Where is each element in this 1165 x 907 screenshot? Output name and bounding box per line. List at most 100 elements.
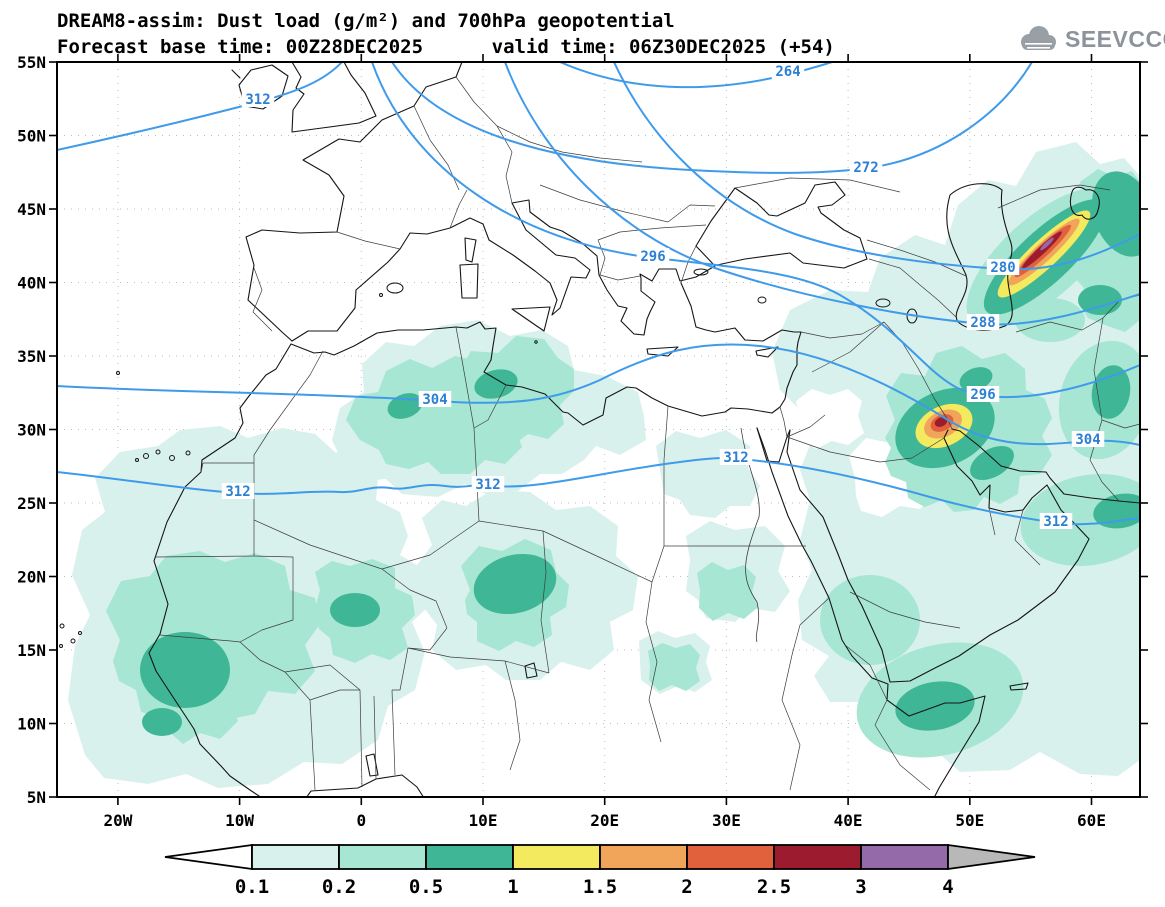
nile-river <box>740 427 760 643</box>
contour-label: 288 <box>970 315 995 331</box>
colorbar-tick-label: 0.1 <box>235 876 269 898</box>
coastlines-shape <box>756 427 791 463</box>
colorbar-segment <box>599 844 688 870</box>
dust-layer-3 <box>1040 237 1054 251</box>
coastlines-shape <box>511 306 551 332</box>
contour-label-bg <box>1039 513 1073 529</box>
lon-label: 30E <box>712 811 741 830</box>
country-borders-shape <box>781 597 931 791</box>
colorbar-segment <box>686 844 775 870</box>
cloud-icon-shape <box>1027 47 1050 49</box>
coastlines-shape <box>693 268 709 276</box>
colorbar-tick-label: 2 <box>681 876 692 898</box>
coastlines-shape <box>291 199 716 342</box>
coastlines-shape <box>875 298 891 308</box>
lat-label: 10N <box>17 715 46 734</box>
contour-label: 304 <box>1075 432 1100 448</box>
coastlines-shape <box>231 69 241 79</box>
colorbar-segment <box>338 844 427 870</box>
lon-label: 50E <box>955 811 984 830</box>
dust-layer-0p5-shape <box>473 553 557 615</box>
coastlines-shape <box>70 638 76 644</box>
lon-label: 20E <box>590 811 619 830</box>
geopotential-contours-shape <box>504 62 1140 326</box>
colorbar-segment <box>773 844 862 870</box>
dust-layer-0p5-shape <box>959 367 993 391</box>
dust-layer-0p5-shape <box>474 369 518 399</box>
coastlines-shape <box>386 282 404 294</box>
dust-layer-0p2-shape <box>820 575 920 665</box>
coastlines-shape <box>459 263 479 299</box>
coastlines-shape <box>755 346 779 358</box>
contour-label-bg <box>719 449 753 465</box>
lat-label: 50N <box>17 127 46 146</box>
coastlines-shape <box>291 62 377 133</box>
coastlines-shape <box>1009 682 1029 691</box>
contour-labels: 312 264 272 296 280 288 296 304 304 312 312 312 312 <box>221 63 1105 530</box>
dust-layer-0p5-shape <box>330 593 380 627</box>
logo-text: SEEVCCC <box>1065 25 1165 52</box>
contour-label-bg <box>418 391 452 407</box>
contour-label: 304 <box>422 392 447 408</box>
map-canvas-shape <box>57 62 1140 797</box>
coastlines-shape <box>379 293 383 297</box>
colorbar-segment <box>251 844 340 870</box>
contour-label-bg <box>636 248 670 264</box>
cloud-icon <box>1021 26 1056 50</box>
contour-label-bg <box>1071 431 1105 447</box>
contour-label-bg <box>966 386 1000 402</box>
contour-label: 312 <box>245 92 270 108</box>
axis-labels: 55N 50N 45N 40N 35N 30N 25N 20N 15N 10N 5N 20W 10W 0 1… <box>17 53 1106 830</box>
contour-label: 296 <box>970 387 995 403</box>
lat-label: 5N <box>27 788 46 807</box>
coastlines-shape <box>155 449 161 455</box>
lon-label: 10E <box>469 811 498 830</box>
lon-label: 40E <box>834 811 863 830</box>
coastlines-shape <box>185 450 191 456</box>
seevccc-logo: SEEVCCC <box>1016 24 1165 54</box>
contour-label: 312 <box>723 450 748 466</box>
coastlines-shape <box>59 644 63 648</box>
coastlines-shape <box>464 237 477 263</box>
country-borders <box>155 76 1140 791</box>
chart-subtitle: Forecast base time: 00Z28DEC2025 valid t… <box>57 36 835 58</box>
coastlines-shape <box>946 183 1013 331</box>
coastlines-shape <box>116 371 120 375</box>
country-borders-shape <box>779 321 1041 629</box>
lat-label: 35N <box>17 347 46 366</box>
lon-label: 10W <box>225 811 254 830</box>
dust-layer-0p5-shape <box>970 445 1014 481</box>
dust-layer-0p5-shape <box>895 681 975 731</box>
contour-label: 312 <box>1043 514 1068 530</box>
contour-label: 312 <box>225 484 250 500</box>
colorbar-tick-label: 0.2 <box>322 876 356 898</box>
chart-title: DREAM8-assim: Dust load (g/m²) and 700hP… <box>57 10 675 32</box>
lat-label: 25N <box>17 494 46 513</box>
contour-label-bg <box>849 159 883 175</box>
axis-ticks <box>49 54 1148 805</box>
country-borders-shape <box>155 326 806 791</box>
colorbar-tick-label: 1 <box>507 876 518 898</box>
dust-layer-0p5-shape <box>1091 365 1131 419</box>
colorbar-tick-label: 4 <box>942 876 953 898</box>
dust-gaps-shape <box>796 389 864 449</box>
lat-label: 30N <box>17 421 46 440</box>
geopotential-contours-shape <box>57 343 1140 446</box>
coastlines-shape <box>365 753 379 777</box>
coastlines-shape <box>306 774 425 797</box>
coastlines-shape <box>148 282 802 797</box>
contour-label: 280 <box>990 260 1015 276</box>
coastlines-shape <box>135 458 139 462</box>
dust-layer-0p2-shape <box>1015 298 1085 342</box>
lat-label: 15N <box>17 641 46 660</box>
lon-label: 0 <box>356 811 366 830</box>
cloud-icon-shape <box>1025 43 1052 45</box>
dust-layer-0p5-shape <box>1078 285 1122 315</box>
colorbar-arrow-high <box>947 843 1036 871</box>
contour-label-bg <box>966 314 1000 330</box>
lon-label: 60E <box>1077 811 1106 830</box>
contour-label-bg <box>986 259 1020 275</box>
geopotential-contours-shape <box>371 62 1140 399</box>
